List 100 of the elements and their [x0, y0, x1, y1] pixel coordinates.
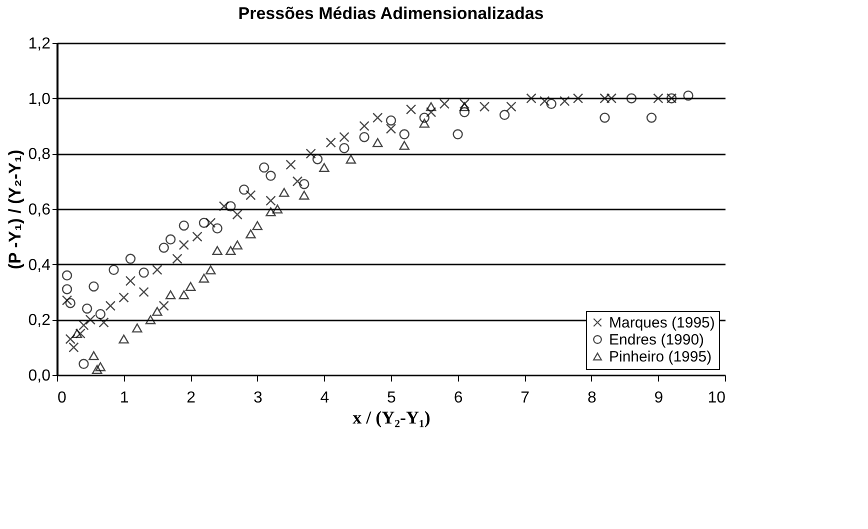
point: [386, 115, 396, 126]
point: [653, 93, 664, 104]
point: [82, 303, 92, 314]
x-tick-label: 7: [520, 390, 530, 406]
point: [540, 96, 550, 106]
point: [212, 246, 222, 256]
point: [426, 107, 436, 118]
point: [78, 320, 89, 330]
point: [98, 317, 109, 328]
point: [212, 223, 222, 234]
point: [258, 162, 270, 173]
point: [339, 143, 350, 154]
point: [439, 98, 450, 109]
point: [326, 137, 336, 148]
point: [292, 176, 303, 186]
point: [279, 188, 290, 197]
x-tick-label: 1: [120, 390, 129, 406]
point: [426, 102, 436, 112]
point: [125, 254, 136, 264]
point: [226, 201, 236, 212]
point: [266, 207, 276, 216]
point: [600, 112, 610, 123]
y-axis-title: (P -Y₁) / (Y₂-Y₁): [5, 150, 24, 270]
point: [459, 102, 470, 112]
x-tick-label: 4: [320, 390, 330, 406]
point: [218, 201, 230, 212]
x-axis-title: x / (Y₂-Y₁): [352, 408, 430, 428]
y-tick-label: 0,6: [28, 202, 51, 218]
point: [299, 178, 310, 190]
point: [152, 306, 162, 316]
point: [62, 295, 72, 306]
point: [232, 209, 242, 220]
point: [266, 170, 276, 181]
y-tick-label: 0,4: [28, 256, 51, 274]
x-tick-label: 2: [186, 390, 196, 406]
point: [319, 162, 330, 172]
y-tick-label: 0,0: [28, 368, 51, 384]
point: [75, 328, 86, 339]
legend-label: Marques (1995): [609, 314, 715, 332]
x-tick-label: 9: [654, 390, 664, 406]
y-tick-label: 1,2: [28, 36, 51, 52]
point: [286, 160, 296, 170]
point: [178, 290, 190, 300]
x-tick-label: 10: [708, 390, 726, 406]
point: [105, 300, 116, 311]
point: [92, 364, 102, 374]
point: [266, 196, 276, 206]
point: [78, 358, 89, 370]
point: [560, 96, 570, 106]
point: [132, 323, 142, 332]
point: [626, 93, 637, 104]
point: [372, 138, 383, 148]
point: [646, 112, 657, 123]
point: [206, 265, 216, 274]
point: [152, 264, 162, 275]
x-tick-label: 5: [387, 390, 396, 406]
point: [479, 102, 490, 112]
point: [506, 102, 516, 112]
point: [185, 282, 196, 291]
point: [359, 132, 370, 142]
point: [499, 110, 510, 120]
legend-label: Pinheiro (1995): [609, 348, 712, 366]
point: [62, 284, 72, 294]
point: [198, 218, 210, 228]
point: [95, 309, 106, 320]
point: [198, 274, 210, 283]
y-tick-label: 0,8: [28, 146, 51, 164]
legend-label: Endres (1990): [609, 332, 704, 348]
point: [118, 292, 129, 303]
point: [299, 190, 310, 200]
point: [526, 93, 536, 104]
chart-title: Pressões Médias Adimensionalizadas: [238, 4, 544, 23]
point: [138, 268, 149, 278]
point: [125, 276, 136, 286]
point: [386, 124, 396, 134]
point: [145, 315, 156, 324]
point: [88, 351, 99, 360]
point: [192, 232, 202, 242]
point: [252, 221, 263, 230]
point: [165, 290, 176, 300]
point: [65, 334, 76, 344]
y-tick-label: 1,0: [28, 90, 51, 108]
point: [178, 220, 190, 231]
point: [683, 90, 694, 101]
point: [108, 264, 119, 275]
point: [158, 242, 169, 253]
point: [359, 120, 370, 132]
point: [459, 107, 470, 118]
point: [118, 334, 129, 344]
point: [452, 129, 463, 140]
point: [346, 154, 356, 164]
point: [172, 254, 182, 264]
point: [419, 118, 430, 128]
point: [88, 281, 99, 292]
point: [68, 342, 79, 352]
y-tick-label: 0,2: [28, 312, 51, 330]
point: [339, 132, 350, 142]
point: [178, 240, 190, 250]
point: [72, 328, 82, 338]
point: [158, 300, 169, 311]
